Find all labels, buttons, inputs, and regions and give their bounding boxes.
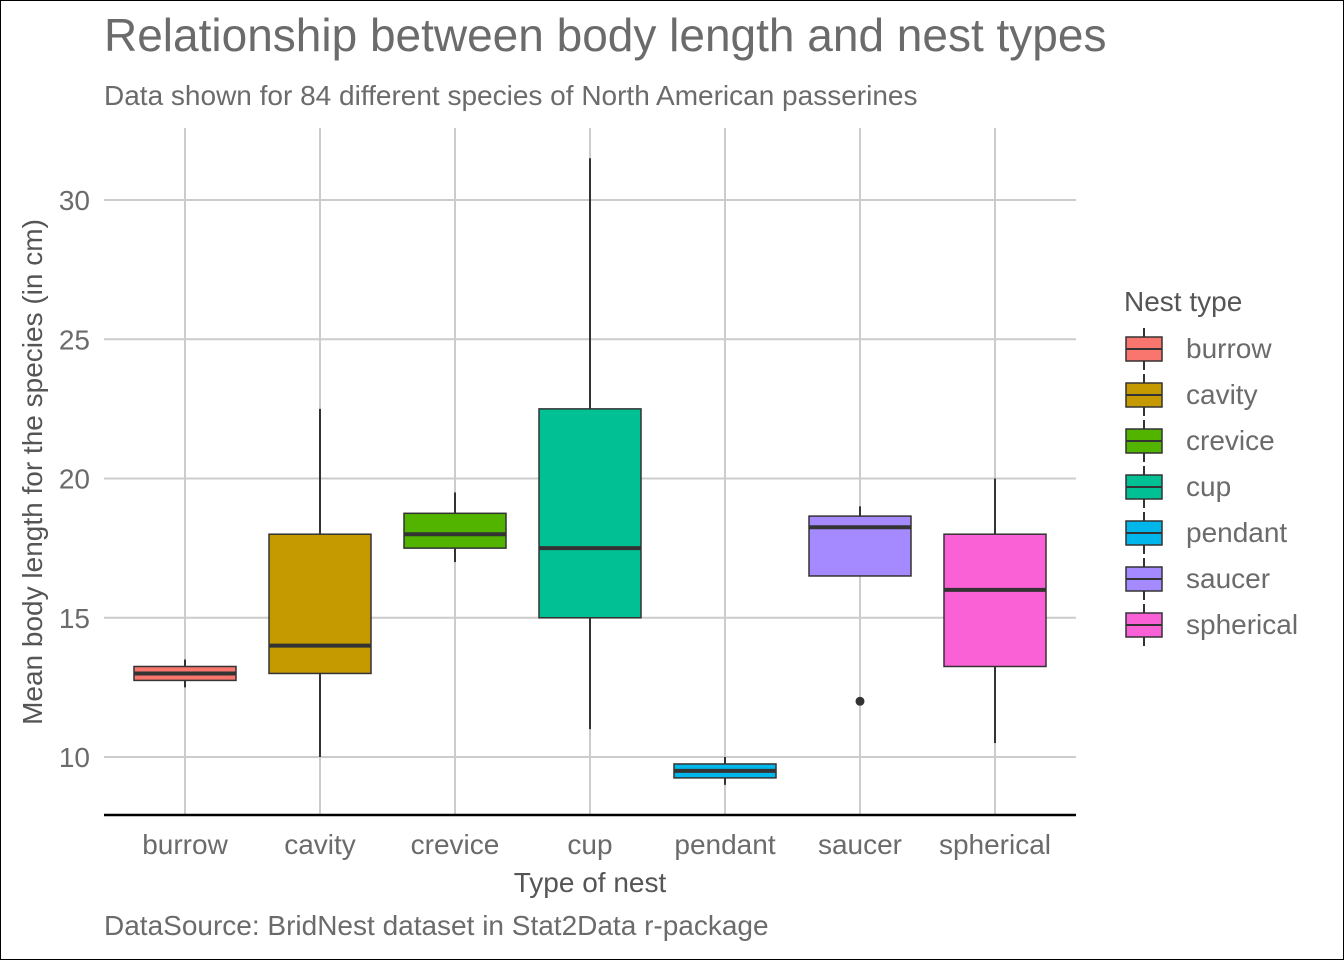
legend-items: burrow cavity crevice cup pendant saucer spher… bbox=[1124, 326, 1298, 648]
x-tick-label-spherical: spherical bbox=[939, 829, 1051, 860]
legend-title: Nest type bbox=[1124, 286, 1243, 317]
box-crevice bbox=[403, 492, 507, 563]
x-tick-label-cup: cup bbox=[567, 829, 612, 860]
chart-caption: DataSource: BridNest dataset in Stat2Dat… bbox=[104, 910, 769, 941]
y-tick-label: 15 bbox=[59, 603, 90, 634]
legend-item-cavity: cavity bbox=[1124, 372, 1298, 418]
box-spherical bbox=[943, 478, 1047, 744]
legend-key-saucer bbox=[1125, 558, 1163, 600]
box-body-cavity bbox=[268, 533, 372, 675]
box-saucer bbox=[808, 506, 912, 706]
y-tick-label: 30 bbox=[59, 185, 90, 216]
y-tick-label: 25 bbox=[59, 324, 90, 355]
axis-layer: 10 15 20 25 30 burrow cavity crevice cup pendant s… bbox=[59, 185, 1076, 860]
legend-label-burrow: burrow bbox=[1186, 333, 1272, 364]
legend-key-cup bbox=[1125, 466, 1163, 508]
y-tick-label: 20 bbox=[59, 464, 90, 495]
box-body-spherical bbox=[943, 533, 1047, 668]
box-layer bbox=[133, 158, 1047, 785]
legend: Nest type burrow cavity crevice cup pendant s… bbox=[1124, 286, 1298, 648]
box-body-crevice bbox=[403, 512, 507, 549]
legend-label-spherical: spherical bbox=[1186, 609, 1299, 640]
legend-label-cavity: cavity bbox=[1186, 379, 1258, 410]
legend-label-cup: cup bbox=[1186, 471, 1232, 502]
box-body-saucer bbox=[808, 515, 912, 577]
legend-key-crevice bbox=[1125, 420, 1163, 462]
legend-item-crevice: crevice bbox=[1124, 418, 1298, 464]
x-tick-label-saucer: saucer bbox=[818, 829, 902, 860]
x-tick-label-burrow: burrow bbox=[142, 829, 228, 860]
x-axis-title: Type of nest bbox=[514, 867, 667, 898]
box-burrow bbox=[133, 659, 237, 688]
x-tick-label-cavity: cavity bbox=[284, 829, 356, 860]
box-cup bbox=[538, 158, 642, 730]
legend-item-saucer: saucer bbox=[1124, 556, 1298, 602]
y-axis-title: Mean body length for the species (in cm) bbox=[17, 219, 48, 725]
y-tick-label: 10 bbox=[59, 742, 90, 773]
legend-label-crevice: crevice bbox=[1186, 425, 1275, 456]
legend-key-cavity bbox=[1125, 374, 1163, 416]
legend-item-burrow: burrow bbox=[1124, 326, 1298, 372]
legend-item-pendant: pendant bbox=[1124, 510, 1298, 556]
legend-item-cup: cup bbox=[1124, 464, 1298, 510]
legend-label-pendant: pendant bbox=[1186, 517, 1288, 548]
legend-item-spherical: spherical bbox=[1124, 602, 1298, 648]
legend-label-saucer: saucer bbox=[1186, 563, 1271, 594]
legend-key-burrow bbox=[1125, 328, 1163, 370]
outlier-point-saucer bbox=[855, 696, 865, 706]
box-cavity bbox=[268, 408, 372, 757]
x-tick-label-pendant: pendant bbox=[674, 829, 775, 860]
box-pendant bbox=[673, 757, 777, 785]
chart-title: Relationship between body length and nes… bbox=[104, 9, 1107, 61]
legend-key-spherical bbox=[1125, 604, 1163, 646]
x-tick-label-crevice: crevice bbox=[411, 829, 500, 860]
box-body-cup bbox=[538, 408, 642, 619]
chart-subtitle: Data shown for 84 different species of N… bbox=[104, 80, 918, 111]
legend-key-pendant bbox=[1125, 512, 1163, 554]
